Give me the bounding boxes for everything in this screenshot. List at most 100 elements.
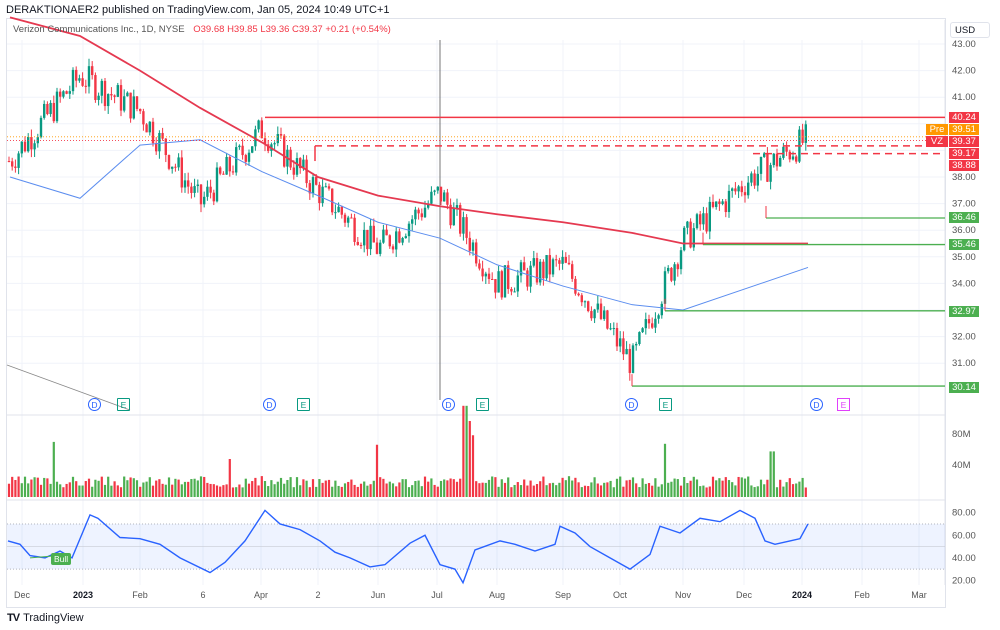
volume-bar: [507, 477, 510, 497]
earnings-icon[interactable]: E: [117, 398, 130, 411]
candle-body: [740, 186, 743, 193]
tradingview-logo[interactable]: TV TradingView: [7, 612, 84, 624]
volume-bar: [369, 484, 372, 497]
volume-bar: [401, 479, 404, 497]
ma-slow-line: [9, 16, 808, 245]
candle-body: [775, 153, 779, 167]
candle-body: [593, 309, 596, 319]
volume-bar: [766, 479, 769, 497]
volume-bar: [513, 484, 516, 497]
candle-body: [273, 143, 276, 145]
volume-bar: [462, 405, 465, 497]
candle-body: [151, 121, 155, 144]
candle-body: [49, 102, 52, 115]
candle-body: [769, 165, 772, 182]
earnings-icon[interactable]: E: [297, 398, 310, 411]
dividend-icon[interactable]: D: [625, 398, 638, 411]
candle-body: [292, 167, 295, 175]
earnings-icon[interactable]: E: [476, 398, 489, 411]
volume-bar: [177, 479, 180, 497]
candle-body: [452, 208, 455, 226]
candle-body: [187, 180, 190, 187]
candle-body: [171, 166, 174, 169]
volume-bar: [71, 476, 75, 497]
candle-body: [219, 167, 222, 174]
volume-bar: [65, 483, 68, 497]
candle-body: [107, 94, 110, 107]
candle-body: [785, 146, 788, 152]
volume-bar: [628, 479, 631, 497]
volume-bar: [228, 459, 231, 497]
candle-body: [247, 152, 251, 162]
candle-body: [503, 265, 507, 298]
dividend-icon[interactable]: D: [263, 398, 276, 411]
candle-body: [705, 213, 708, 232]
candle-body: [196, 184, 199, 187]
volume-bar: [558, 482, 561, 497]
volume-bar: [116, 485, 119, 497]
volume-bar: [596, 483, 599, 497]
candle-body: [363, 229, 366, 246]
volume-bar: [635, 483, 638, 497]
earnings-icon[interactable]: E: [659, 398, 672, 411]
volume-bar: [254, 477, 257, 497]
currency-button[interactable]: USD: [950, 22, 990, 38]
volume-bar: [46, 478, 49, 497]
dividend-icon[interactable]: D: [442, 398, 455, 411]
candle-body: [731, 188, 734, 191]
volume-bar: [273, 484, 276, 497]
volume-bar: [532, 485, 535, 497]
volume-axis-label: 40M: [952, 460, 971, 471]
volume-bar: [30, 479, 33, 497]
volume-bar: [721, 480, 724, 497]
dividend-icon[interactable]: D: [88, 398, 101, 411]
candle-body: [699, 214, 702, 225]
candle-body: [471, 242, 475, 251]
ohlc-change: +0.21 (+0.54%): [325, 24, 391, 35]
candle-body: [494, 279, 497, 293]
volume-bar: [449, 478, 452, 497]
candle-body: [628, 348, 631, 373]
earnings-icon[interactable]: E: [837, 398, 850, 411]
price-axis-label: 31.00: [952, 358, 976, 369]
dividend-icon[interactable]: D: [810, 398, 823, 411]
volume-bar: [494, 477, 497, 497]
volume-bar: [52, 441, 55, 497]
volume-bar: [359, 483, 363, 497]
candle-body: [209, 186, 212, 193]
candle-body: [315, 177, 318, 185]
volume-bar: [107, 476, 110, 497]
candle-body: [215, 167, 219, 202]
volume-bar: [763, 484, 766, 497]
volume-bar: [11, 476, 14, 497]
volume-bar: [660, 484, 663, 497]
volume-bar: [276, 481, 279, 497]
volume-bar: [497, 486, 500, 497]
candle-body: [398, 231, 401, 243]
candle-body: [788, 151, 791, 160]
candle-body: [481, 268, 484, 277]
volume-bar: [379, 477, 382, 497]
volume-bar: [692, 476, 695, 497]
candle-body: [30, 136, 33, 150]
volume-bar: [14, 479, 17, 497]
symbol-title: Verizon Communications Inc., 1D, NYSE: [13, 24, 185, 35]
volume-bar: [411, 485, 414, 497]
volume-bar: [516, 482, 519, 497]
candle-body: [676, 264, 679, 270]
candle-body: [347, 217, 350, 223]
volume-bar: [779, 479, 782, 497]
time-axis-label: Apr: [253, 590, 269, 600]
candle-body: [372, 225, 375, 243]
candle-body: [782, 146, 785, 158]
candle-body: [235, 147, 238, 173]
volume-bar: [145, 481, 148, 497]
volume-bar: [423, 476, 427, 497]
volume-bar: [183, 481, 187, 497]
candle-body: [177, 157, 180, 168]
volume-bar: [676, 479, 679, 497]
volume-bar: [644, 483, 647, 497]
volume-bar: [103, 484, 107, 497]
volume-bar: [715, 480, 718, 497]
